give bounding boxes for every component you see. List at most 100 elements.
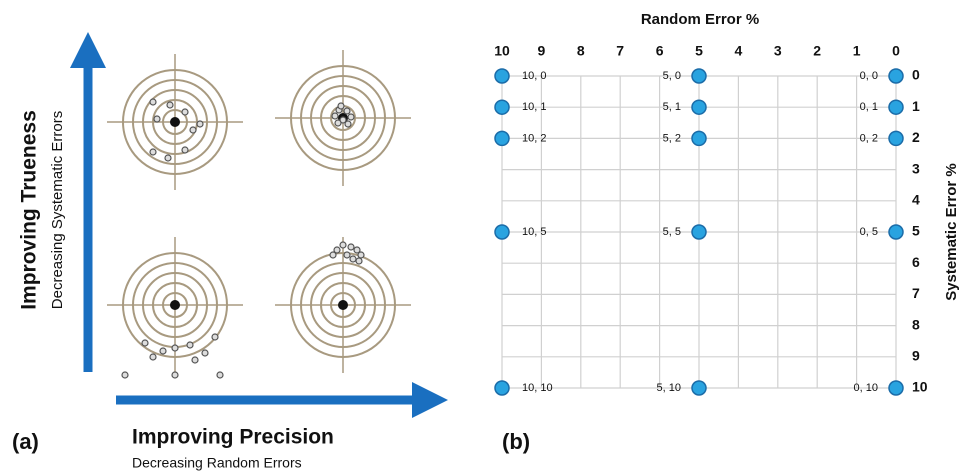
point [691,130,707,147]
shot [181,146,189,154]
shot [349,255,357,263]
shot [347,113,355,121]
x-tick-label: 7 [616,43,624,59]
shot [171,344,179,352]
point [888,99,904,115]
x-subtitle: Decreasing Random Errors [132,455,302,471]
y-tick-label: 1 [912,98,920,114]
bullseye [170,117,180,127]
bullseye [170,300,180,310]
x-tick-label: 4 [735,43,743,59]
x-tick-label: 3 [774,43,782,59]
point [691,68,707,84]
y-tick-label: 9 [912,348,920,364]
shot [166,101,174,109]
point-label: 5, 5 [663,226,681,238]
bullseye [338,300,348,310]
point-label: 10, 2 [522,132,546,144]
point-label: 5, 2 [663,132,681,144]
shot [357,251,365,259]
shot [196,120,204,128]
y-tick-label: 6 [912,254,920,270]
y-tick-label: 3 [912,160,920,176]
point [494,380,510,396]
y-subtitle: Decreasing Systematic Errors [49,111,66,309]
shot [189,126,197,134]
shot [343,251,351,259]
shot [141,339,149,347]
shot [121,371,129,379]
panel-label: (b) [502,429,530,454]
point-label: 10, 10 [522,382,553,394]
shot [201,349,209,357]
point-label: 0, 5 [860,226,878,238]
point [494,224,510,240]
x-tick-label: 1 [853,43,861,59]
shot [331,112,339,120]
point-label: 5, 10 [657,382,681,394]
x-tick-label: 0 [892,43,900,59]
shot [339,116,347,124]
point [691,224,707,240]
point-label: 10, 0 [522,70,546,82]
shot [149,353,157,361]
y-tick-label: 0 [912,67,920,83]
point [494,130,510,147]
shot [159,347,167,355]
y-tick-label: 8 [912,316,920,332]
y-tick-label: 4 [912,192,920,208]
shot [164,154,172,162]
point-label: 0, 0 [860,70,878,82]
y-title: Improving Trueness [18,110,41,310]
point-label: 0, 1 [860,101,878,113]
shot [339,241,347,249]
panel-label: (a) [12,429,39,454]
shot [153,115,161,123]
shot [343,107,351,115]
x-tick-label: 5 [695,43,703,59]
y-tick-label: 7 [912,285,920,301]
point [888,68,904,84]
y-tick-label: 5 [912,223,920,239]
shot [334,119,342,127]
y-tick-label: 10 [912,379,928,395]
x-tick-label: 2 [813,43,821,59]
shot [149,148,157,156]
y-tick-label: 2 [912,129,920,145]
shot [337,102,345,110]
shot [191,356,199,364]
shot [355,257,363,265]
shot [353,246,361,254]
shot [181,108,189,116]
shot [216,371,224,379]
point-label: 10, 1 [522,101,546,113]
x-tick-label: 8 [577,43,585,59]
shot [186,341,194,349]
point-label: 5, 0 [663,70,681,82]
point-label: 0, 10 [854,382,878,394]
point [888,380,904,396]
point-label: 0, 2 [860,132,878,144]
x-axis-title: Random Error % [641,11,759,28]
y-axis-title: Systematic Error % [943,163,960,301]
targets [107,50,411,379]
shot [149,98,157,106]
shot [333,246,341,254]
x-tick-label: 9 [538,43,546,59]
point-label: 5, 1 [663,101,681,113]
shot [347,243,355,251]
point-label: 10, 5 [522,226,546,238]
point [494,68,510,84]
x-title: Improving Precision [132,426,334,449]
point [691,380,707,396]
shot [171,371,179,379]
point [888,130,904,147]
shot [344,120,352,128]
shot [329,251,337,259]
shot [211,333,219,341]
x-tick-label: 10 [494,43,510,59]
point [494,99,510,115]
point [888,224,904,240]
point [691,99,707,115]
